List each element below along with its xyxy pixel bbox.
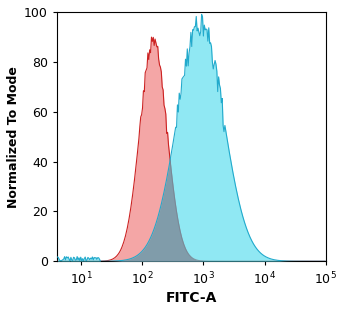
Y-axis label: Normalized To Mode: Normalized To Mode [7,66,20,207]
X-axis label: FITC-A: FITC-A [165,291,217,305]
